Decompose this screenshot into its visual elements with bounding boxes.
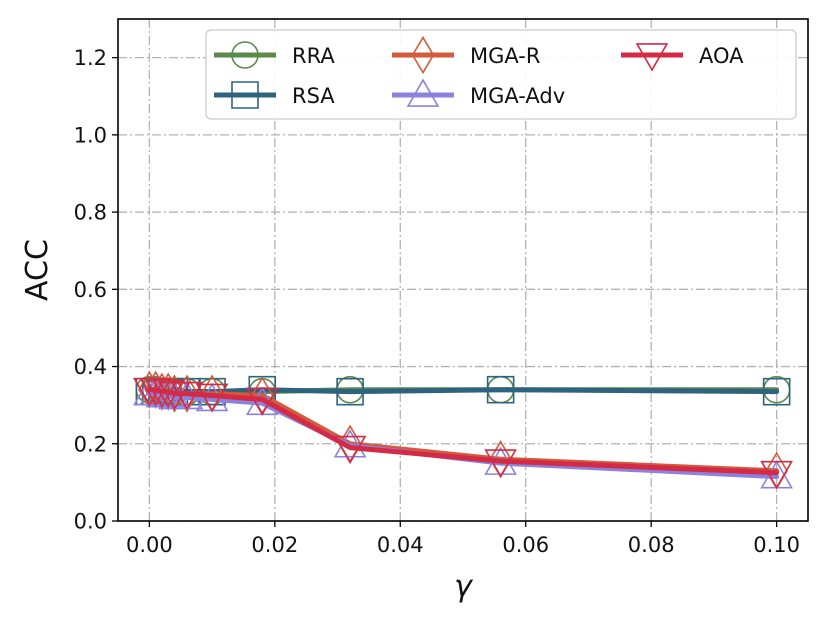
x-tick-label: 0.08 xyxy=(628,533,675,557)
legend-item-rsa: RSA xyxy=(214,81,335,109)
data-point-aoa xyxy=(760,460,793,490)
data-point-aoa xyxy=(333,435,367,465)
x-tick-label: 0.04 xyxy=(377,533,424,557)
x-tick-label: 0.10 xyxy=(753,533,800,557)
legend-marker xyxy=(635,43,669,72)
y-tick-label: 0.0 xyxy=(74,510,107,534)
legend-label: MGA-R xyxy=(470,44,540,68)
y-tick-label: 0.2 xyxy=(74,432,107,456)
legend-label: MGA-Adv xyxy=(470,84,565,108)
data-point-rsa xyxy=(336,377,364,406)
legend-marker xyxy=(411,35,435,75)
legend-item-aoa: AOA xyxy=(621,43,744,72)
legend-marker xyxy=(406,78,440,107)
y-axis-label: ACC xyxy=(20,239,55,301)
series-layer xyxy=(133,370,793,490)
series-aoa xyxy=(133,377,793,490)
legend-label: AOA xyxy=(699,44,744,68)
data-point-aoa xyxy=(245,387,279,416)
data-point-aoa xyxy=(151,379,185,409)
data-point-rsa xyxy=(486,375,515,404)
y-tick-label: 0.4 xyxy=(74,355,107,379)
x-tick-label: 0.02 xyxy=(251,533,298,557)
legend-item-mga-adv: MGA-Adv xyxy=(392,78,565,108)
legend-item-mga-r: MGA-R xyxy=(392,35,540,75)
data-point-mga-r xyxy=(163,374,186,413)
series-line-mga-adv xyxy=(146,391,780,480)
legend-label: RSA xyxy=(292,84,335,108)
x-axis-label: γ xyxy=(454,569,474,604)
legend-marker xyxy=(231,81,259,109)
series-line-rsa xyxy=(146,387,780,395)
legend-item-rra: RRA xyxy=(214,41,335,69)
plot-frame xyxy=(117,18,809,522)
axes-ticks: 0.00 0.02 0.04 0.06 0.08 0.10 0.0 0.2 0.4 0.6 0.8 1… xyxy=(74,46,800,557)
x-tick-label: 0.06 xyxy=(502,533,549,557)
legend-label: RRA xyxy=(292,44,335,68)
y-tick-label: 1.2 xyxy=(74,46,107,70)
y-tick-label: 0.6 xyxy=(74,278,107,302)
data-point-mga-r xyxy=(175,374,199,413)
data-point-aoa xyxy=(139,377,172,407)
y-tick-label: 0.8 xyxy=(74,201,107,225)
data-point-aoa xyxy=(195,383,229,413)
data-point-aoa xyxy=(484,449,517,478)
x-tick-label: 0.00 xyxy=(126,533,173,557)
legend: RRA RSA MGA-R MGA-Adv AOA xyxy=(205,29,797,120)
data-point-rsa xyxy=(762,377,791,406)
data-point-aoa xyxy=(170,381,204,411)
legend-box xyxy=(205,29,797,120)
legend-marker xyxy=(231,41,259,69)
y-tick-label: 1.0 xyxy=(74,123,107,147)
